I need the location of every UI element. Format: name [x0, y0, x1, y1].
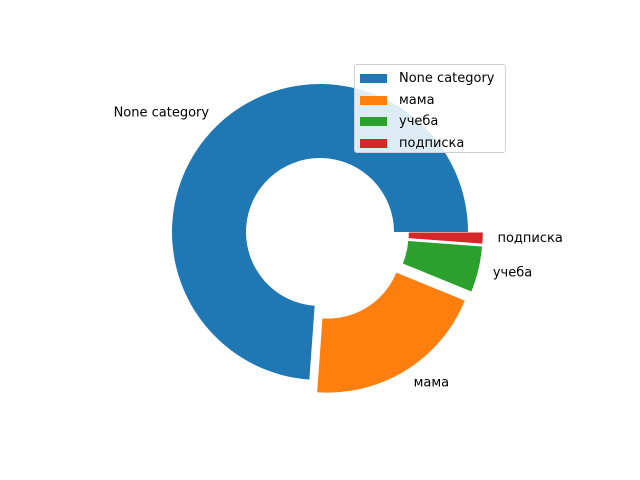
legend-label: мама [399, 93, 435, 108]
slice-label-podpiska: подписка [497, 231, 562, 246]
legend-label: None category [399, 71, 495, 86]
legend-swatch [360, 139, 387, 148]
legend-swatch [360, 117, 387, 126]
slice-label-mama: мама [414, 375, 450, 390]
slice-label-none-category: None category [114, 105, 210, 120]
legend-label: подписка [399, 136, 464, 151]
legend-item-ucheba: учеба [360, 111, 505, 133]
legend-item-mama: мама [360, 90, 505, 112]
legend: None category мама учеба подписка [354, 64, 506, 153]
legend-swatch [360, 96, 387, 105]
legend-label: учеба [399, 114, 438, 129]
slice-label-ucheba: учеба [493, 265, 532, 280]
legend-item-podpiska: подписка [360, 133, 505, 155]
legend-item-none-category: None category [360, 68, 505, 90]
legend-swatch [360, 74, 387, 83]
